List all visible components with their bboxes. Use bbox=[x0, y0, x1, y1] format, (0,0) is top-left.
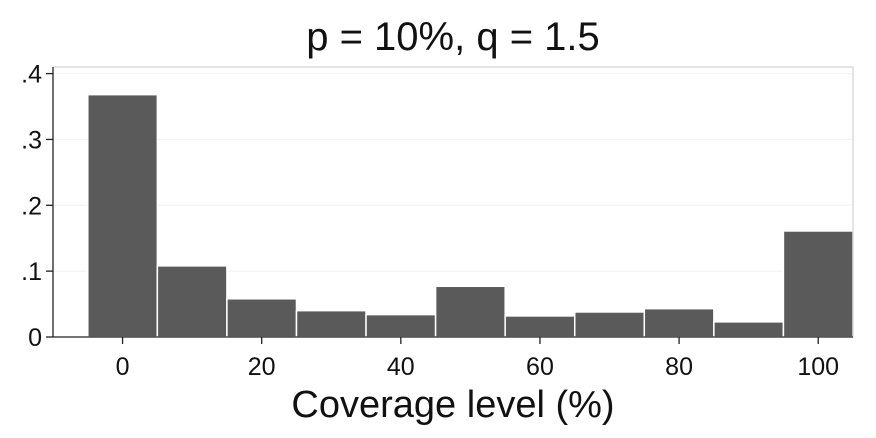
axes bbox=[46, 67, 853, 344]
bar-10 bbox=[156, 265, 228, 338]
bar-40 bbox=[365, 313, 437, 338]
y-tick-label-2: .2 bbox=[21, 192, 42, 220]
y-tick-label-1: .1 bbox=[21, 258, 42, 286]
x-tick-label-2: 40 bbox=[387, 353, 415, 381]
x-axis-label: Coverage level (%) bbox=[291, 384, 614, 426]
bar-80 bbox=[643, 307, 715, 338]
x-tick-label-3: 60 bbox=[526, 353, 554, 381]
bar-20 bbox=[226, 298, 298, 338]
x-tick-label-0: 0 bbox=[116, 353, 130, 381]
y-tick-label-0: 0 bbox=[28, 324, 42, 352]
bar-90 bbox=[713, 321, 785, 338]
gridlines bbox=[53, 73, 853, 272]
bar-70 bbox=[573, 311, 646, 338]
x-tick-label-1: 20 bbox=[248, 353, 276, 381]
y-tick-label-4: .4 bbox=[21, 61, 42, 89]
tick-labels: 0 .1 .2 .3 .4 0 20 40 60 80 100 bbox=[21, 61, 839, 381]
bar-0 bbox=[87, 93, 159, 338]
bars bbox=[87, 93, 854, 338]
bar-50 bbox=[434, 285, 506, 338]
y-tick-label-3: .3 bbox=[21, 126, 42, 154]
x-tick-label-4: 80 bbox=[665, 353, 693, 381]
x-tick-label-5: 100 bbox=[797, 353, 839, 381]
bar-100 bbox=[782, 230, 854, 338]
bar-30 bbox=[295, 309, 367, 338]
bar-60 bbox=[504, 315, 576, 338]
chart-title: p = 10%, q = 1.5 bbox=[306, 15, 600, 59]
